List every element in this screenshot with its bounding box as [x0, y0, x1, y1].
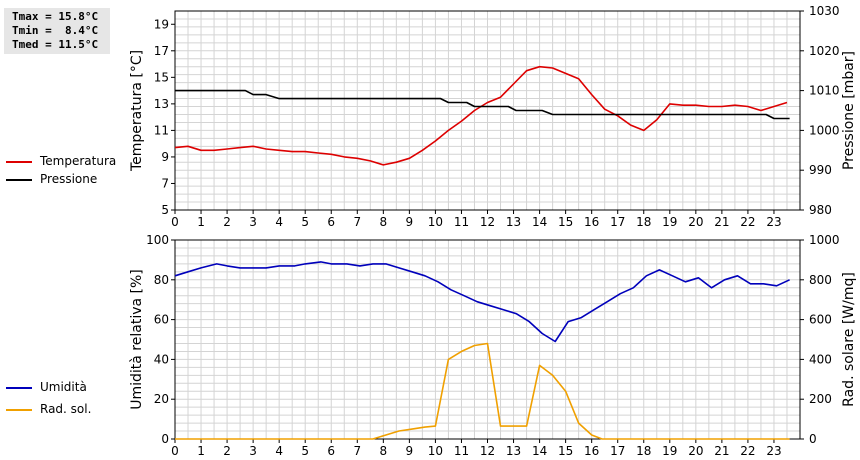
x-tick-label: 19 — [662, 444, 677, 458]
x-tick-label: 0 — [171, 444, 179, 458]
legend-swatch-pressione — [6, 179, 32, 181]
y-left-tick-label: 100 — [146, 233, 169, 247]
y-right-axis-title: Rad. solare [W/mq] — [841, 272, 857, 407]
series-line-temperatura — [174, 65, 788, 166]
y-left-axis-title: Temperatura [°C] — [129, 50, 145, 172]
legend-swatch-rad-sol — [6, 409, 32, 411]
x-tick-label: 10 — [428, 215, 443, 229]
x-tick-label: 17 — [610, 215, 625, 229]
x-tick-label: 23 — [766, 444, 781, 458]
x-tick-label: 6 — [327, 215, 335, 229]
x-tick-label: 22 — [740, 444, 755, 458]
x-tick-label: 15 — [558, 215, 573, 229]
series-line-pressione — [175, 89, 790, 120]
y-right-tick-label: 0 — [809, 432, 817, 446]
y-left-tick-label: 80 — [154, 273, 169, 287]
x-tick-label: 20 — [688, 215, 703, 229]
x-tick-label: 17 — [610, 444, 625, 458]
x-tick-label: 8 — [380, 444, 388, 458]
y-right-tick-label: 1020 — [809, 44, 840, 58]
x-tick-label: 5 — [301, 215, 309, 229]
y-left-tick-label: 7 — [161, 176, 169, 190]
stats-box: Tmax = 15.8°C Tmin = 8.4°C Tmed = 11.5°C — [4, 8, 110, 54]
y-left-tick-label: 20 — [154, 392, 169, 406]
y-left-tick-label: 15 — [154, 70, 169, 84]
x-tick-label: 9 — [406, 444, 414, 458]
x-tick-label: 13 — [506, 444, 521, 458]
x-tick-label: 2 — [223, 215, 231, 229]
y-left-tick-label: 11 — [154, 123, 169, 137]
chart-panel-2: 0 1 2 3 4 5 6 7 8 9 10 11 12 13 14 15 16 17 18 19 20 21 22 2302… — [129, 233, 857, 458]
x-tick-label: 14 — [532, 444, 547, 458]
x-tick-label: 16 — [584, 444, 599, 458]
y-left-tick-label: 40 — [154, 352, 169, 366]
x-tick-label: 15 — [558, 444, 573, 458]
legend-label-rad-sol: Rad. sol. — [40, 402, 92, 416]
x-tick-label: 8 — [380, 215, 388, 229]
x-tick-label: 19 — [662, 215, 677, 229]
x-tick-label: 21 — [714, 215, 729, 229]
x-tick-label: 7 — [353, 444, 361, 458]
legend-label-temperatura: Temperatura — [40, 154, 117, 168]
y-right-tick-label: 600 — [809, 313, 832, 327]
x-tick-label: 1 — [197, 444, 205, 458]
y-left-tick-label: 19 — [154, 17, 169, 31]
legend-label-pressione: Pressione — [40, 172, 98, 186]
x-tick-label: 13 — [506, 215, 521, 229]
stat-tmed: Tmed = 11.5°C — [12, 38, 99, 51]
y-left-tick-label: 9 — [161, 150, 169, 164]
x-tick-label: 20 — [688, 444, 703, 458]
x-tick-label: 3 — [249, 215, 257, 229]
x-tick-label: 11 — [454, 215, 469, 229]
y-left-tick-label: 5 — [161, 203, 169, 217]
y-right-axis-title: Pressione [mbar] — [841, 51, 857, 170]
stat-tmin: Tmin = 8.4°C — [12, 24, 99, 37]
x-tick-label: 7 — [353, 215, 361, 229]
y-right-tick-label: 980 — [809, 203, 832, 217]
x-tick-label: 4 — [275, 215, 283, 229]
x-tick-label: 3 — [249, 444, 257, 458]
x-tick-label: 11 — [454, 444, 469, 458]
x-tick-label: 12 — [480, 444, 495, 458]
legend-swatch-umidita — [6, 387, 32, 389]
series-line-rad-sol — [175, 342, 790, 440]
x-tick-label: 16 — [584, 215, 599, 229]
y-right-tick-label: 1000 — [809, 123, 840, 137]
x-tick-label: 9 — [406, 215, 414, 229]
y-left-tick-label: 0 — [161, 432, 169, 446]
y-left-tick-label: 60 — [154, 313, 169, 327]
series-line-umidit — [174, 261, 790, 343]
y-left-tick-label: 17 — [154, 44, 169, 58]
y-right-tick-label: 1030 — [809, 4, 840, 18]
stat-tmax: Tmax = 15.8°C — [12, 10, 99, 23]
x-tick-label: 0 — [171, 215, 179, 229]
x-tick-label: 12 — [480, 215, 495, 229]
y-right-tick-label: 1000 — [809, 233, 840, 247]
x-tick-label: 21 — [714, 444, 729, 458]
y-right-tick-label: 800 — [809, 273, 832, 287]
chart-panel-1: 0 1 2 3 4 5 6 7 8 9 10 11 12 13 14 15 16 17 18 19 20 21 22 2357… — [129, 4, 857, 229]
y-right-tick-label: 990 — [809, 163, 832, 177]
y-right-tick-label: 1010 — [809, 84, 840, 98]
x-tick-label: 5 — [301, 444, 309, 458]
x-tick-label: 18 — [636, 444, 651, 458]
x-tick-label: 10 — [428, 444, 443, 458]
y-left-tick-label: 13 — [154, 97, 169, 111]
y-left-axis-title: Umidità relativa [%] — [129, 269, 145, 410]
x-tick-label: 18 — [636, 215, 651, 229]
x-tick-label: 14 — [532, 215, 547, 229]
x-tick-label: 23 — [766, 215, 781, 229]
y-right-tick-label: 200 — [809, 392, 832, 406]
x-tick-label: 1 — [197, 215, 205, 229]
legend-swatch-temperatura — [6, 161, 32, 163]
y-right-tick-label: 400 — [809, 352, 832, 366]
x-tick-label: 2 — [223, 444, 231, 458]
x-tick-label: 22 — [740, 215, 755, 229]
legend-label-umidita: Umidità — [40, 380, 87, 394]
x-tick-label: 4 — [275, 444, 283, 458]
x-tick-label: 6 — [327, 444, 335, 458]
